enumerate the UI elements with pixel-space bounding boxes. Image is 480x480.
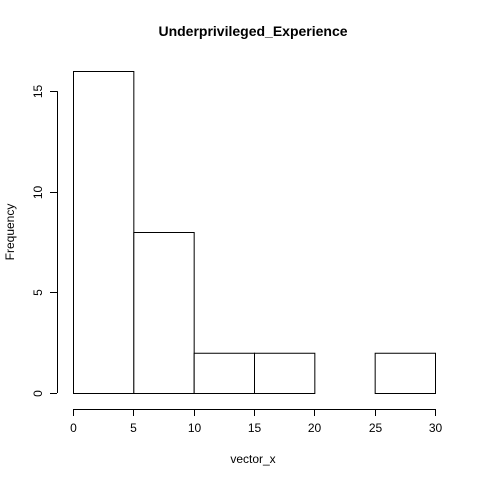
y-tick-label: 5 [31,289,45,296]
histogram-bar [133,232,195,394]
chart-title: Underprivileged_Experience [158,23,347,39]
x-tick-label: 5 [130,421,137,435]
bars-group [73,71,436,394]
x-tick-label: 20 [308,421,322,435]
y-tick-label: 15 [31,85,45,99]
histogram-bar [193,352,256,394]
x-tick-label: 25 [369,421,383,435]
x-tick-label: 15 [248,421,262,435]
y-axis-label: Frequency [3,204,17,261]
y-tick-label: 0 [31,390,45,397]
x-tick-label: 10 [188,421,202,435]
x-axis-label: vector_x [230,452,275,466]
x-axis: 0 5 10 15 20 25 30 [70,409,442,435]
x-tick-label: 30 [429,421,443,435]
histogram-bar [73,71,135,394]
y-tick-label: 10 [31,186,45,200]
histogram-bar [254,352,316,394]
histogram-bar [374,352,436,394]
x-tick-label: 0 [70,421,77,435]
y-axis: 0 5 10 15 [31,85,58,397]
